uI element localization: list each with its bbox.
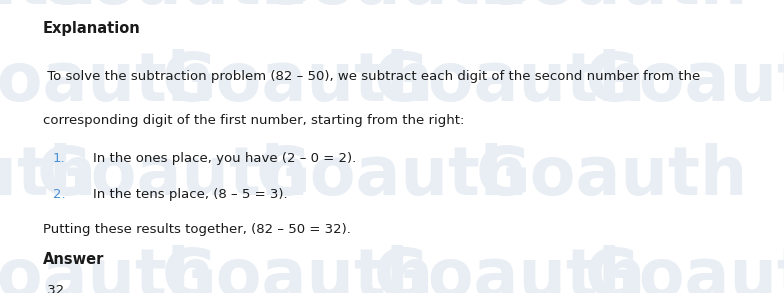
Text: Goauth: Goauth [256, 143, 528, 209]
Text: 32: 32 [43, 284, 64, 293]
Text: Explanation: Explanation [43, 21, 141, 35]
Text: Goauth: Goauth [475, 0, 748, 18]
Text: Goauth: Goauth [36, 0, 309, 18]
Text: Goauth: Goauth [373, 245, 646, 293]
Text: Goauth: Goauth [256, 0, 528, 18]
Text: Goauth: Goauth [373, 49, 646, 115]
Text: 2.: 2. [53, 188, 65, 200]
Text: corresponding digit of the first number, starting from the right:: corresponding digit of the first number,… [43, 114, 464, 127]
Text: Goauth: Goauth [0, 245, 215, 293]
Text: In the ones place, you have (2 – 0 = 2).: In the ones place, you have (2 – 0 = 2). [93, 152, 356, 165]
Text: Goauth: Goauth [162, 245, 434, 293]
Text: To solve the subtraction problem (82 – 50), we subtract each digit of the second: To solve the subtraction problem (82 – 5… [43, 70, 700, 83]
Text: Goauth: Goauth [162, 49, 434, 115]
Text: 1.: 1. [53, 152, 65, 165]
Text: Goauth: Goauth [585, 49, 784, 115]
Text: Goauth: Goauth [475, 143, 748, 209]
Text: Goauth: Goauth [0, 143, 97, 209]
Text: Goauth: Goauth [0, 49, 215, 115]
Text: In the tens place, (8 – 5 = 3).: In the tens place, (8 – 5 = 3). [93, 188, 287, 200]
Text: Putting these results together, (82 – 50 = 32).: Putting these results together, (82 – 50… [43, 223, 351, 236]
Text: Goauth: Goauth [0, 0, 97, 18]
Text: Answer: Answer [43, 252, 104, 267]
Text: Goauth: Goauth [585, 245, 784, 293]
Text: Goauth: Goauth [36, 143, 309, 209]
